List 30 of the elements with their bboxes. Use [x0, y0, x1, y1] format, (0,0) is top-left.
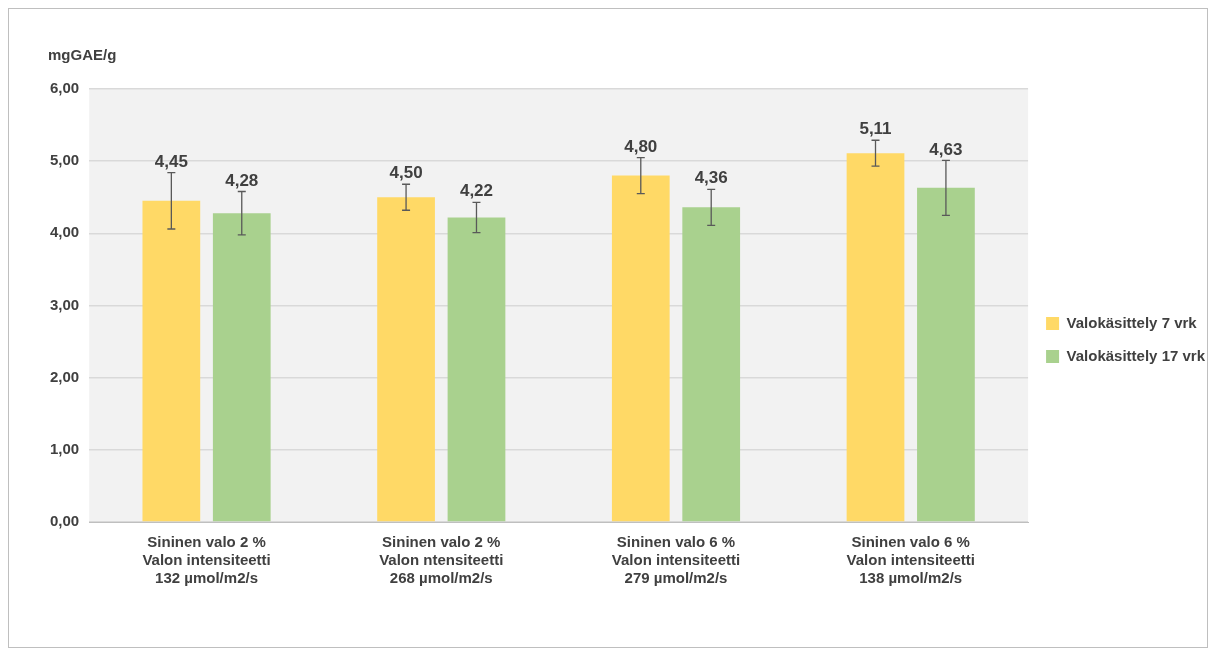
legend-label: Valokäsittely 17 vrk: [1066, 346, 1206, 364]
x-tick-label: Sininen valo 6 % Valon intensiteetti 279 µmol/m2/s: [611, 533, 741, 587]
bar: [611, 175, 670, 522]
bar: [212, 213, 271, 522]
y-tick-label: 4,00: [49, 223, 80, 241]
legend-label: Valokäsittely 7 vrk: [1066, 313, 1198, 331]
data-label: 4,63: [929, 139, 963, 159]
x-tick-label: Sininen valo 6 % Valon intensiteetti 138 µmol/m2/s: [846, 533, 975, 587]
bar: [682, 207, 741, 522]
data-label: 4,28: [225, 170, 259, 190]
data-label: 4,45: [154, 151, 188, 171]
bar: [447, 217, 506, 522]
y-tick-label: 5,00: [49, 151, 80, 169]
data-label: 5,11: [859, 119, 892, 139]
data-label: 4,36: [694, 168, 728, 188]
x-tick-label: Sininen valo 2 % Valon ntensiteetti 268 µmol/m2/s: [379, 533, 504, 587]
bar: [846, 153, 905, 522]
data-label: 4,22: [459, 181, 494, 201]
y-tick-label: 0,00: [49, 512, 80, 530]
y-tick-label: 6,00: [49, 79, 80, 97]
y-tick-label: 2,00: [49, 367, 80, 385]
data-label: 4,50: [389, 163, 423, 183]
bar: [142, 200, 201, 522]
bar: [377, 197, 435, 522]
y-axis-title: mgGAE/g: [48, 46, 117, 63]
y-tick-label: 3,00: [49, 295, 80, 313]
x-tick-label: Sininen valo 2 % Valon intensiteetti 132 µmol/m2/s: [142, 533, 271, 587]
data-label: 4,80: [624, 136, 658, 156]
bar: [917, 187, 975, 522]
y-tick-label: 1,00: [49, 439, 80, 457]
